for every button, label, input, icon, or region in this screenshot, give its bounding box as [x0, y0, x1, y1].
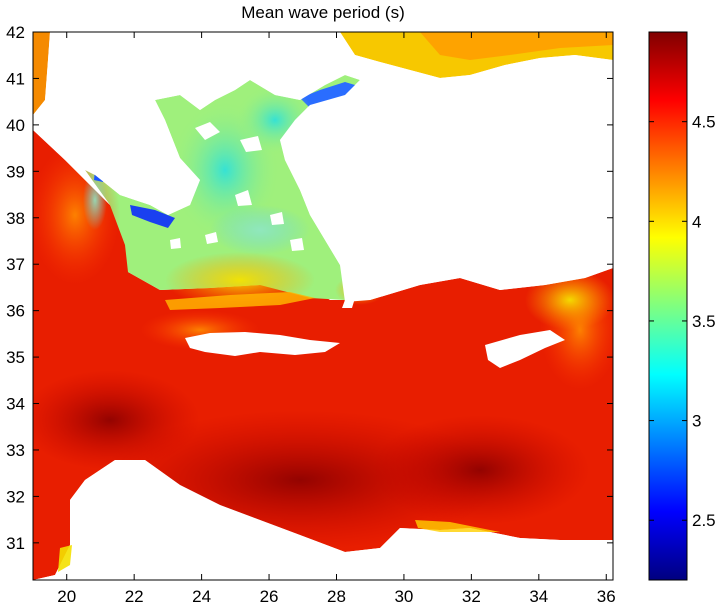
- y-tick-label: 37: [6, 255, 25, 274]
- x-tick-label: 28: [327, 587, 346, 606]
- crete-strait-streak: [165, 292, 315, 310]
- land-balkans: [33, 32, 613, 302]
- x-tick-label: 36: [597, 587, 616, 606]
- y-tick-label: 34: [6, 395, 25, 414]
- sea-left-strip: [33, 32, 50, 115]
- land-africa: [33, 460, 613, 580]
- y-tick-label: 42: [6, 23, 25, 42]
- chart-title: Mean wave period (s): [241, 3, 404, 22]
- x-tick-label: 26: [260, 587, 279, 606]
- y-tick-label: 39: [6, 162, 25, 181]
- colorbar-tick-label: 4: [692, 212, 701, 231]
- y-tick-label: 33: [6, 441, 25, 460]
- y-tick-label: 41: [6, 69, 25, 88]
- x-tick-label: 20: [57, 587, 76, 606]
- x-tick-label: 24: [192, 587, 211, 606]
- coast-libya-yellow: [58, 545, 72, 572]
- x-tick-label: 30: [394, 587, 413, 606]
- y-tick-label: 32: [6, 487, 25, 506]
- sea-blacksea-shade: [420, 32, 613, 60]
- y-tick-label: 35: [6, 348, 25, 367]
- x-tick-label: 22: [125, 587, 144, 606]
- aegean-islands: [170, 122, 304, 251]
- sea-marmara: [300, 82, 365, 108]
- cyprus-island: [485, 330, 565, 368]
- colorbar-ticks: 2.5 3 3.5 4 4.5: [649, 113, 716, 530]
- colorbar: [648, 31, 688, 581]
- y-tick-label: 38: [6, 209, 25, 228]
- crete-island: [185, 332, 340, 356]
- colorbar-tick-label: 2.5: [692, 511, 716, 530]
- map-plot: [33, 32, 613, 580]
- colorbar-tick-label: 3.5: [692, 312, 716, 331]
- y-axis-ticks: 31 32 33 34 35 36 37 38 39 40 41 42: [6, 23, 613, 553]
- x-tick-label: 32: [462, 587, 481, 606]
- x-tick-label: 34: [529, 587, 548, 606]
- axes-frame: [32, 31, 614, 581]
- y-tick-label: 36: [6, 302, 25, 321]
- y-tick-label: 40: [6, 116, 25, 135]
- x-axis-ticks: 20 22 24 26 28 30 32 34 36: [57, 32, 616, 606]
- y-tick-label: 31: [6, 534, 25, 553]
- coast-africa-yellow: [415, 520, 500, 532]
- colorbar-tick-label: 4.5: [692, 113, 716, 132]
- colorbar-tick-label: 3: [692, 412, 701, 431]
